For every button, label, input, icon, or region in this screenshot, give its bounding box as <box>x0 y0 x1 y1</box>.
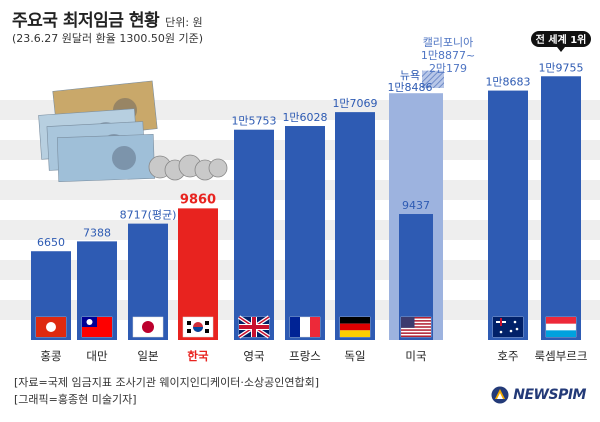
flag-hong-kong-icon <box>35 316 67 338</box>
value-label-영국: 1만5753 <box>231 115 276 128</box>
flag-france-icon <box>289 316 321 338</box>
category-label-프랑스: 프랑스 <box>289 349 321 363</box>
category-label-룩셈부르크: 룩셈부르크 <box>535 349 588 363</box>
value-label-대만: 7388 <box>83 226 111 239</box>
flag-stripe <box>401 329 431 331</box>
badge-pointer <box>557 47 565 52</box>
value-label-일본: 8717(평균) <box>120 209 177 222</box>
flag-star <box>499 330 503 334</box>
flag-flower <box>46 322 56 332</box>
banknote <box>56 134 156 182</box>
category-label-영국: 영국 <box>243 349 264 363</box>
badge-background <box>531 31 591 47</box>
us-california-range-from: 1만8877~ <box>421 49 475 62</box>
badge-label: 전 세계 1위 <box>536 33 587 46</box>
flag-blue <box>546 330 576 337</box>
title-row: 주요국 최저임금 현황 단위: 원 <box>12 6 203 31</box>
flag-stripe <box>401 326 431 328</box>
newspim-logo: NEWSPIM <box>491 386 586 404</box>
us-new-york-value: 1만8486 <box>387 81 432 94</box>
bar-프랑스 <box>285 126 325 340</box>
flag-korea-icon <box>182 316 214 338</box>
flag-field <box>493 317 523 337</box>
source-credit: [자료=국제 임금지표 조사기관 웨이지인디케이터·소상공인연합회] <box>14 376 320 389</box>
flag-star <box>515 327 519 331</box>
flag-cross-h-red <box>239 325 269 329</box>
flag-star <box>513 320 517 324</box>
flag-usa-icon <box>400 316 432 338</box>
flag-stripe <box>401 320 431 322</box>
us-new-york-label: 뉴욕 <box>400 69 420 82</box>
flag-uk-icon <box>237 315 271 339</box>
newspim-logo-text: NEWSPIM <box>513 387 586 403</box>
flag-germany-icon <box>339 316 371 338</box>
chart-title: 주요국 최저임금 현황 <box>12 11 160 31</box>
flag-gold <box>340 330 370 337</box>
value-label-독일: 1만7069 <box>332 97 377 110</box>
category-label-대만: 대만 <box>86 349 108 363</box>
value-label-한국: 9860 <box>180 192 216 207</box>
flag-sun <box>142 321 154 333</box>
value-label-홍콩: 6650 <box>37 236 65 249</box>
banknote-portrait <box>112 146 136 170</box>
bar-독일 <box>335 112 375 341</box>
flag-taegeuk-bottom <box>193 327 203 332</box>
flag-trigram <box>187 321 191 325</box>
category-label-미국: 미국 <box>405 349 426 363</box>
flag-australia-icon <box>492 316 524 338</box>
flag-trigram <box>205 321 209 325</box>
flag-stripe <box>401 335 431 337</box>
flag-red <box>340 323 370 331</box>
coin <box>208 158 228 178</box>
flag-taiwan-icon <box>81 316 113 338</box>
category-label-일본: 일본 <box>137 349 158 363</box>
flag-luxembourg-icon <box>545 316 577 338</box>
category-label-홍콩: 홍콩 <box>40 349 61 363</box>
flag-stripe <box>401 317 431 319</box>
value-label-룩셈부르크: 1만9755 <box>538 61 583 74</box>
flag-union-v <box>500 318 502 326</box>
category-label-독일: 독일 <box>344 349 365 363</box>
unit-label: 단위: 원 <box>165 16 203 29</box>
value-label-호주: 1만8683 <box>485 76 530 89</box>
bar-룩셈부르크 <box>541 76 581 340</box>
value-label-프랑스: 1만6028 <box>282 111 327 124</box>
bar-호주 <box>488 90 528 341</box>
newspim-logo-icon <box>491 386 509 404</box>
bar-영국 <box>234 129 274 340</box>
flag-stripe <box>401 332 431 334</box>
flag-stripe <box>401 323 431 325</box>
flag-trigram <box>187 329 191 333</box>
flag-japan-icon <box>132 316 164 338</box>
flag-red <box>546 317 576 324</box>
flag-trigram <box>205 329 209 333</box>
bar-us-california-range <box>422 70 444 88</box>
flag-sun <box>86 319 93 325</box>
chart-subtitle: (23.6.27 원달러 환율 1300.50원 기준) <box>12 32 204 45</box>
graphic-credit: [그래픽=홍종현 미술기자] <box>14 393 137 406</box>
flag-canton <box>401 317 415 328</box>
value-label-미국: 9437 <box>402 199 430 212</box>
category-label-한국: 한국 <box>187 349 209 363</box>
flag-star <box>509 329 513 333</box>
flag-black <box>340 317 370 324</box>
us-california-label: 캘리포니아 <box>423 36 474 49</box>
flag-blue <box>290 317 300 337</box>
banknotes-illustration <box>38 80 228 182</box>
category-label-호주: 호주 <box>497 349 518 363</box>
flag-red <box>310 317 320 337</box>
us-california-range-to: 2만179 <box>429 62 467 75</box>
